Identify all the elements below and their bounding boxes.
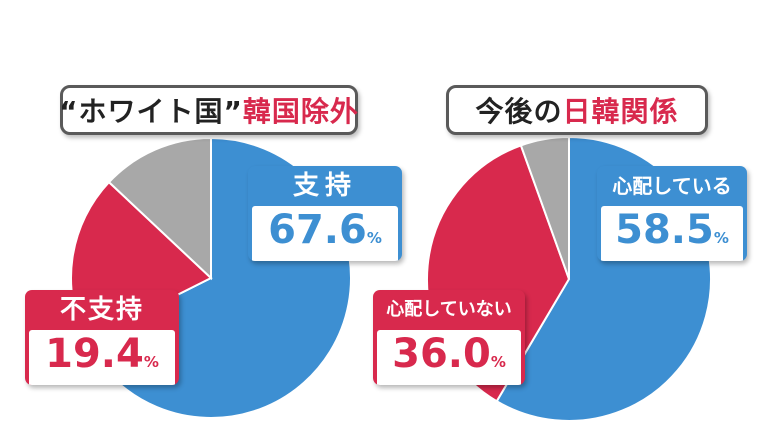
notworried-percent-sign: % <box>490 353 506 371</box>
notworried-value: 36.0 <box>392 331 491 377</box>
support-label-card: 支持 67.6% <box>248 166 402 261</box>
support-percent-sign: % <box>366 229 382 247</box>
left-title-part1: “ホワイト国” <box>59 95 243 128</box>
nosupport-value: 19.4 <box>45 331 144 377</box>
worried-percent-sign: % <box>713 229 729 247</box>
worried-label-card: 心配している 58.5% <box>597 166 747 261</box>
worried-value-box: 58.5% <box>601 206 743 261</box>
notworried-label-card: 心配していない 36.0% <box>373 290 525 385</box>
right-chart-title: 今後の 日韓関係 <box>446 85 708 135</box>
left-chart-title: “ホワイト国” 韓国除外 <box>59 85 359 135</box>
pie-slice-gray <box>107 136 212 281</box>
worried-value: 58.5 <box>615 207 714 253</box>
right-title-part1: 今後の <box>475 95 563 128</box>
support-value: 67.6 <box>268 207 367 253</box>
notworried-value-box: 36.0% <box>377 330 521 385</box>
support-label: 支持 <box>292 171 357 201</box>
worried-label: 心配している <box>612 174 732 198</box>
support-value-box: 67.6% <box>252 206 398 261</box>
pie-slice-gray <box>519 135 570 280</box>
left-title-part2: 韓国除外 <box>242 95 359 128</box>
nosupport-value-box: 19.4% <box>29 330 175 385</box>
notworried-label: 心配していない <box>386 299 512 320</box>
nosupport-percent-sign: % <box>143 353 159 371</box>
nosupport-label: 不支持 <box>59 295 144 325</box>
right-title-part2: 日韓関係 <box>562 95 679 128</box>
nosupport-label-card: 不支持 19.4% <box>25 290 179 385</box>
